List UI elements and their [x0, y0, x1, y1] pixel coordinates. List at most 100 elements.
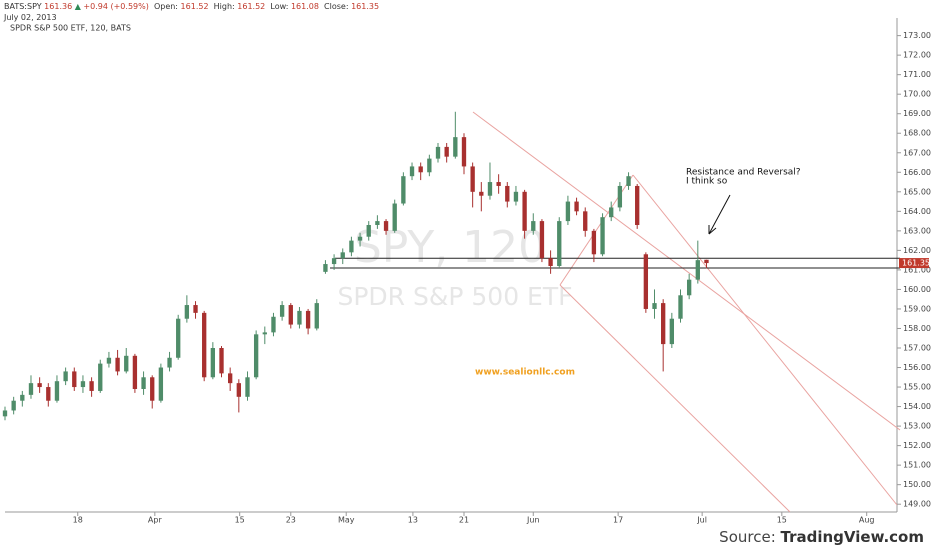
pitchfork — [472, 111, 901, 513]
candle-body — [435, 146, 441, 159]
candle-body — [323, 264, 328, 272]
value: 161.52 — [180, 2, 209, 11]
candle-body — [652, 303, 657, 309]
candle-body — [591, 230, 597, 255]
x-tick-label: 21 — [459, 516, 469, 525]
arrow — [708, 194, 731, 235]
candle-body — [46, 387, 51, 401]
header: BATS:SPY 161.36 ▲ +0.94 (+0.59%) Open: 1… — [4, 1, 379, 23]
candle-body — [236, 383, 241, 397]
candle-body — [219, 348, 224, 374]
y-tick-label: 157.00 — [903, 344, 931, 353]
candle-body — [487, 182, 493, 196]
trend-line — [472, 111, 901, 431]
candle-body — [245, 377, 250, 397]
label: Low: — [270, 2, 289, 11]
label: Close: — [324, 2, 349, 11]
candle-body — [106, 357, 112, 364]
candle-body — [176, 318, 181, 358]
candle-body — [531, 221, 536, 231]
change: +0.94 (+0.59%) — [83, 2, 149, 11]
annotation: I think so — [686, 177, 728, 187]
candle-body — [366, 225, 371, 237]
candle-body — [695, 260, 700, 280]
candle-body — [253, 334, 259, 378]
source-label: Source: — [719, 528, 781, 546]
candle-body — [704, 259, 709, 264]
y-tick-label: 171.00 — [903, 70, 931, 79]
y-tick-label: 167.00 — [903, 148, 931, 157]
y-tick-label: 150.00 — [903, 480, 931, 489]
y-tick-label: 163.00 — [903, 226, 931, 235]
candle-body — [409, 166, 415, 177]
y-tick-label: 160.00 — [903, 285, 931, 294]
value: 161.08 — [290, 2, 319, 11]
candle-body — [331, 258, 337, 265]
y-tick-label: 166.00 — [903, 168, 931, 177]
candle-body — [574, 201, 579, 212]
last-price-box — [899, 258, 929, 269]
candle-body — [54, 381, 60, 401]
y-tick-label: 158.00 — [903, 324, 931, 333]
candle-body — [72, 371, 77, 388]
y-tick-label: 153.00 — [903, 422, 931, 431]
candle-body — [357, 236, 363, 241]
candle-body — [600, 217, 605, 255]
candle-body — [150, 377, 155, 401]
candle-body — [202, 312, 207, 378]
candle-body — [184, 305, 190, 319]
candle-body — [80, 381, 86, 388]
y-tick-label: 149.00 — [903, 500, 931, 509]
candle-body — [37, 383, 42, 388]
candle-body — [279, 305, 285, 317]
x-tick-label: 15 — [235, 516, 245, 525]
trend-line — [559, 284, 791, 513]
y-tick-label: 155.00 — [903, 383, 931, 392]
label: Open: — [153, 2, 178, 11]
candle-body — [548, 258, 553, 266]
value: 161.52 — [237, 2, 266, 11]
y-tick-label: 159.00 — [903, 304, 931, 313]
value: 161.35 — [351, 2, 380, 11]
candle-body — [20, 394, 25, 401]
candle-body — [167, 357, 172, 368]
symbol: BATS:SPY — [4, 2, 42, 11]
candle-body — [297, 310, 302, 325]
y-tick-label: 169.00 — [903, 109, 931, 118]
candle-body — [228, 373, 233, 384]
x-tick-label: 13 — [408, 516, 418, 525]
candle-body — [661, 303, 666, 345]
candle-body — [288, 305, 293, 325]
x-tick-label: 18 — [73, 516, 83, 525]
y-tick-label: 170.00 — [903, 90, 931, 99]
candle-body — [63, 371, 68, 382]
x-tick-label: Jun — [526, 516, 540, 525]
label: High: — [213, 2, 235, 11]
candle-body — [418, 166, 423, 173]
candle-body — [496, 182, 501, 186]
y-tick-label: 164.00 — [903, 207, 931, 216]
watermark-subtitle: SPDR S&P 500 ETF — [337, 282, 572, 311]
candle-body — [505, 185, 510, 202]
candle-body — [626, 176, 631, 186]
candle-body — [98, 363, 103, 391]
arrow: ▲ — [74, 2, 81, 11]
y-tick-label: 154.00 — [903, 402, 931, 411]
x-tick-label: Aug — [859, 516, 875, 525]
x-tick-label: May — [338, 516, 355, 525]
x-tick-label: Jul — [696, 516, 707, 525]
candle-body — [557, 221, 562, 266]
y-tick-label: 162.00 — [903, 246, 931, 255]
y-tick-label: 151.00 — [903, 461, 931, 470]
candle-body — [141, 377, 146, 389]
candle-body — [453, 137, 458, 157]
candle-body — [262, 332, 267, 335]
y-tick-label: 161.00 — [903, 265, 931, 274]
annotation: Resistance and Reversal? — [686, 168, 801, 178]
annotation: www.sealionllc.com — [475, 368, 575, 378]
date: July 02, 2013 — [4, 13, 57, 22]
x-tick-label: 15 — [777, 516, 787, 525]
candle-body — [383, 221, 389, 231]
